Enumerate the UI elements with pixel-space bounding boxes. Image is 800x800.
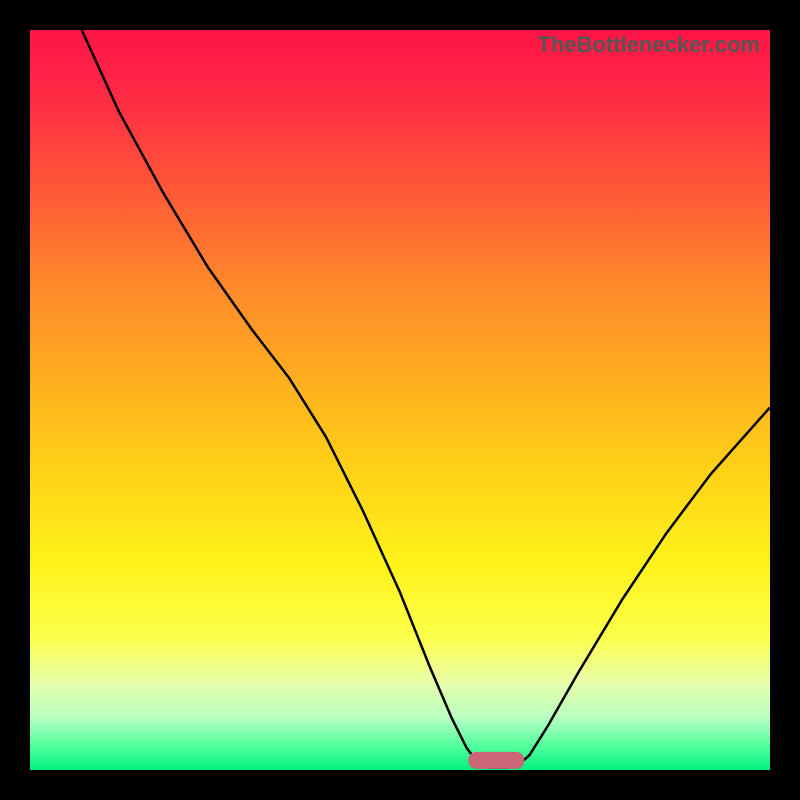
chart-frame: TheBottlenecker.com: [0, 0, 800, 800]
plot-area: [30, 30, 770, 770]
watermark-text: TheBottlenecker.com: [537, 32, 760, 58]
optimal-marker: [468, 752, 524, 768]
curve-layer: [30, 30, 770, 770]
bottleneck-curve: [82, 30, 770, 768]
